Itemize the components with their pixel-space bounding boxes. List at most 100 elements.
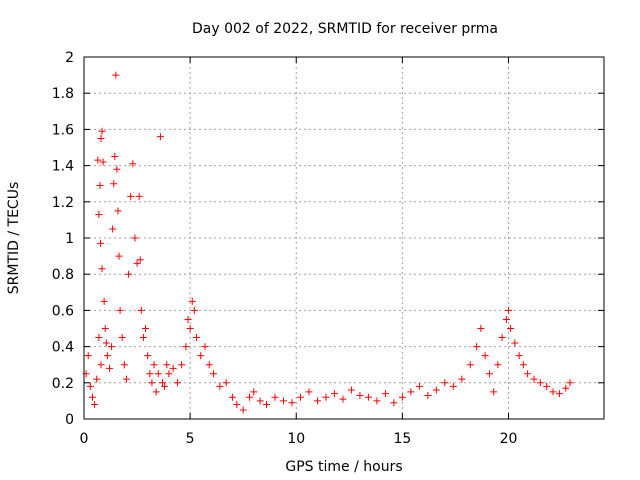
- axis-ticks: 00.20.40.60.811.21.41.61.820 5 10 15 20: [52, 50, 604, 447]
- data-point: [494, 361, 502, 369]
- data-point: [222, 379, 230, 387]
- x-tick-label: 20: [500, 431, 518, 447]
- data-point: [101, 325, 109, 332]
- data-point: [201, 343, 209, 351]
- data-point: [490, 388, 498, 396]
- data-point: [88, 393, 96, 401]
- data-point: [481, 352, 489, 360]
- y-tick-label: 1.8: [52, 86, 74, 102]
- data-point: [543, 382, 551, 390]
- data-point: [102, 339, 110, 347]
- data-point: [161, 382, 169, 390]
- data-point: [131, 234, 139, 242]
- data-point: [381, 390, 389, 398]
- data-point: [209, 370, 217, 378]
- data-point: [127, 192, 135, 200]
- data-point: [135, 192, 143, 200]
- data-point: [163, 361, 171, 369]
- y-tick-label: 1.6: [52, 122, 74, 138]
- data-point: [263, 401, 271, 409]
- y-tick-label: 0.2: [52, 376, 74, 392]
- data-point: [305, 388, 313, 396]
- data-point: [466, 361, 474, 369]
- data-point: [192, 334, 200, 342]
- data-point: [536, 379, 544, 387]
- data-point: [250, 388, 258, 396]
- y-tick-label: 1.2: [52, 195, 74, 211]
- data-point: [233, 401, 241, 409]
- data-point: [432, 386, 440, 394]
- y-tick-label: 1: [65, 231, 74, 247]
- x-tick-label: 0: [80, 431, 89, 447]
- data-point: [116, 306, 124, 314]
- data-point: [115, 252, 123, 260]
- data-point: [280, 397, 288, 405]
- data-point: [473, 343, 481, 351]
- data-points: [82, 71, 574, 414]
- x-tick-label: 10: [287, 431, 305, 447]
- data-point: [566, 379, 574, 387]
- data-point: [129, 160, 137, 168]
- data-point: [84, 352, 92, 360]
- data-point: [108, 343, 116, 351]
- data-point: [515, 352, 523, 360]
- data-point: [152, 388, 160, 396]
- data-point: [156, 133, 164, 141]
- y-tick-label: 0.4: [52, 340, 74, 356]
- data-point: [398, 393, 406, 401]
- data-point: [169, 364, 177, 372]
- data-point: [118, 334, 126, 342]
- data-point: [105, 364, 113, 372]
- y-axis-label: SRMTID / TECUs: [6, 182, 22, 295]
- data-point: [441, 379, 449, 387]
- data-point: [524, 370, 532, 378]
- data-point: [347, 386, 355, 394]
- data-point: [504, 306, 512, 314]
- y-tick-label: 2: [65, 50, 74, 66]
- data-point: [137, 306, 145, 314]
- data-point: [407, 388, 415, 396]
- data-point: [148, 379, 156, 387]
- data-point: [165, 370, 173, 378]
- data-point: [99, 158, 107, 166]
- data-point: [229, 393, 237, 401]
- data-point: [144, 352, 152, 360]
- data-point: [322, 393, 330, 401]
- data-point: [136, 256, 144, 264]
- y-tick-label: 0: [65, 412, 74, 428]
- data-point: [390, 399, 398, 407]
- data-point: [98, 265, 106, 273]
- data-point: [97, 134, 105, 142]
- data-point: [184, 315, 192, 323]
- y-tick-label: 0.6: [52, 303, 74, 319]
- data-point: [159, 379, 167, 387]
- data-point: [502, 315, 510, 323]
- x-tick-label: 5: [186, 431, 195, 447]
- data-point: [190, 306, 198, 314]
- data-point: [555, 390, 563, 398]
- data-point: [97, 239, 105, 247]
- data-point: [122, 375, 130, 383]
- data-point: [146, 370, 154, 378]
- data-point: [424, 391, 432, 399]
- data-point: [154, 370, 162, 378]
- data-point: [139, 334, 147, 342]
- data-point: [150, 361, 158, 369]
- data-point: [186, 325, 194, 332]
- chart-title: Day 002 of 2022, SRMTID for receiver prm…: [192, 21, 498, 37]
- data-point: [498, 334, 506, 342]
- data-point: [477, 325, 485, 332]
- data-point: [109, 225, 117, 233]
- data-point: [530, 375, 538, 383]
- data-point: [95, 210, 103, 218]
- data-point: [178, 361, 186, 369]
- data-point: [339, 395, 347, 403]
- data-point: [112, 71, 120, 79]
- y-tick-label: 0.8: [52, 267, 74, 283]
- data-point: [133, 259, 141, 267]
- data-point: [288, 399, 296, 407]
- data-point: [98, 127, 106, 135]
- data-point: [197, 352, 205, 360]
- data-point: [511, 339, 519, 347]
